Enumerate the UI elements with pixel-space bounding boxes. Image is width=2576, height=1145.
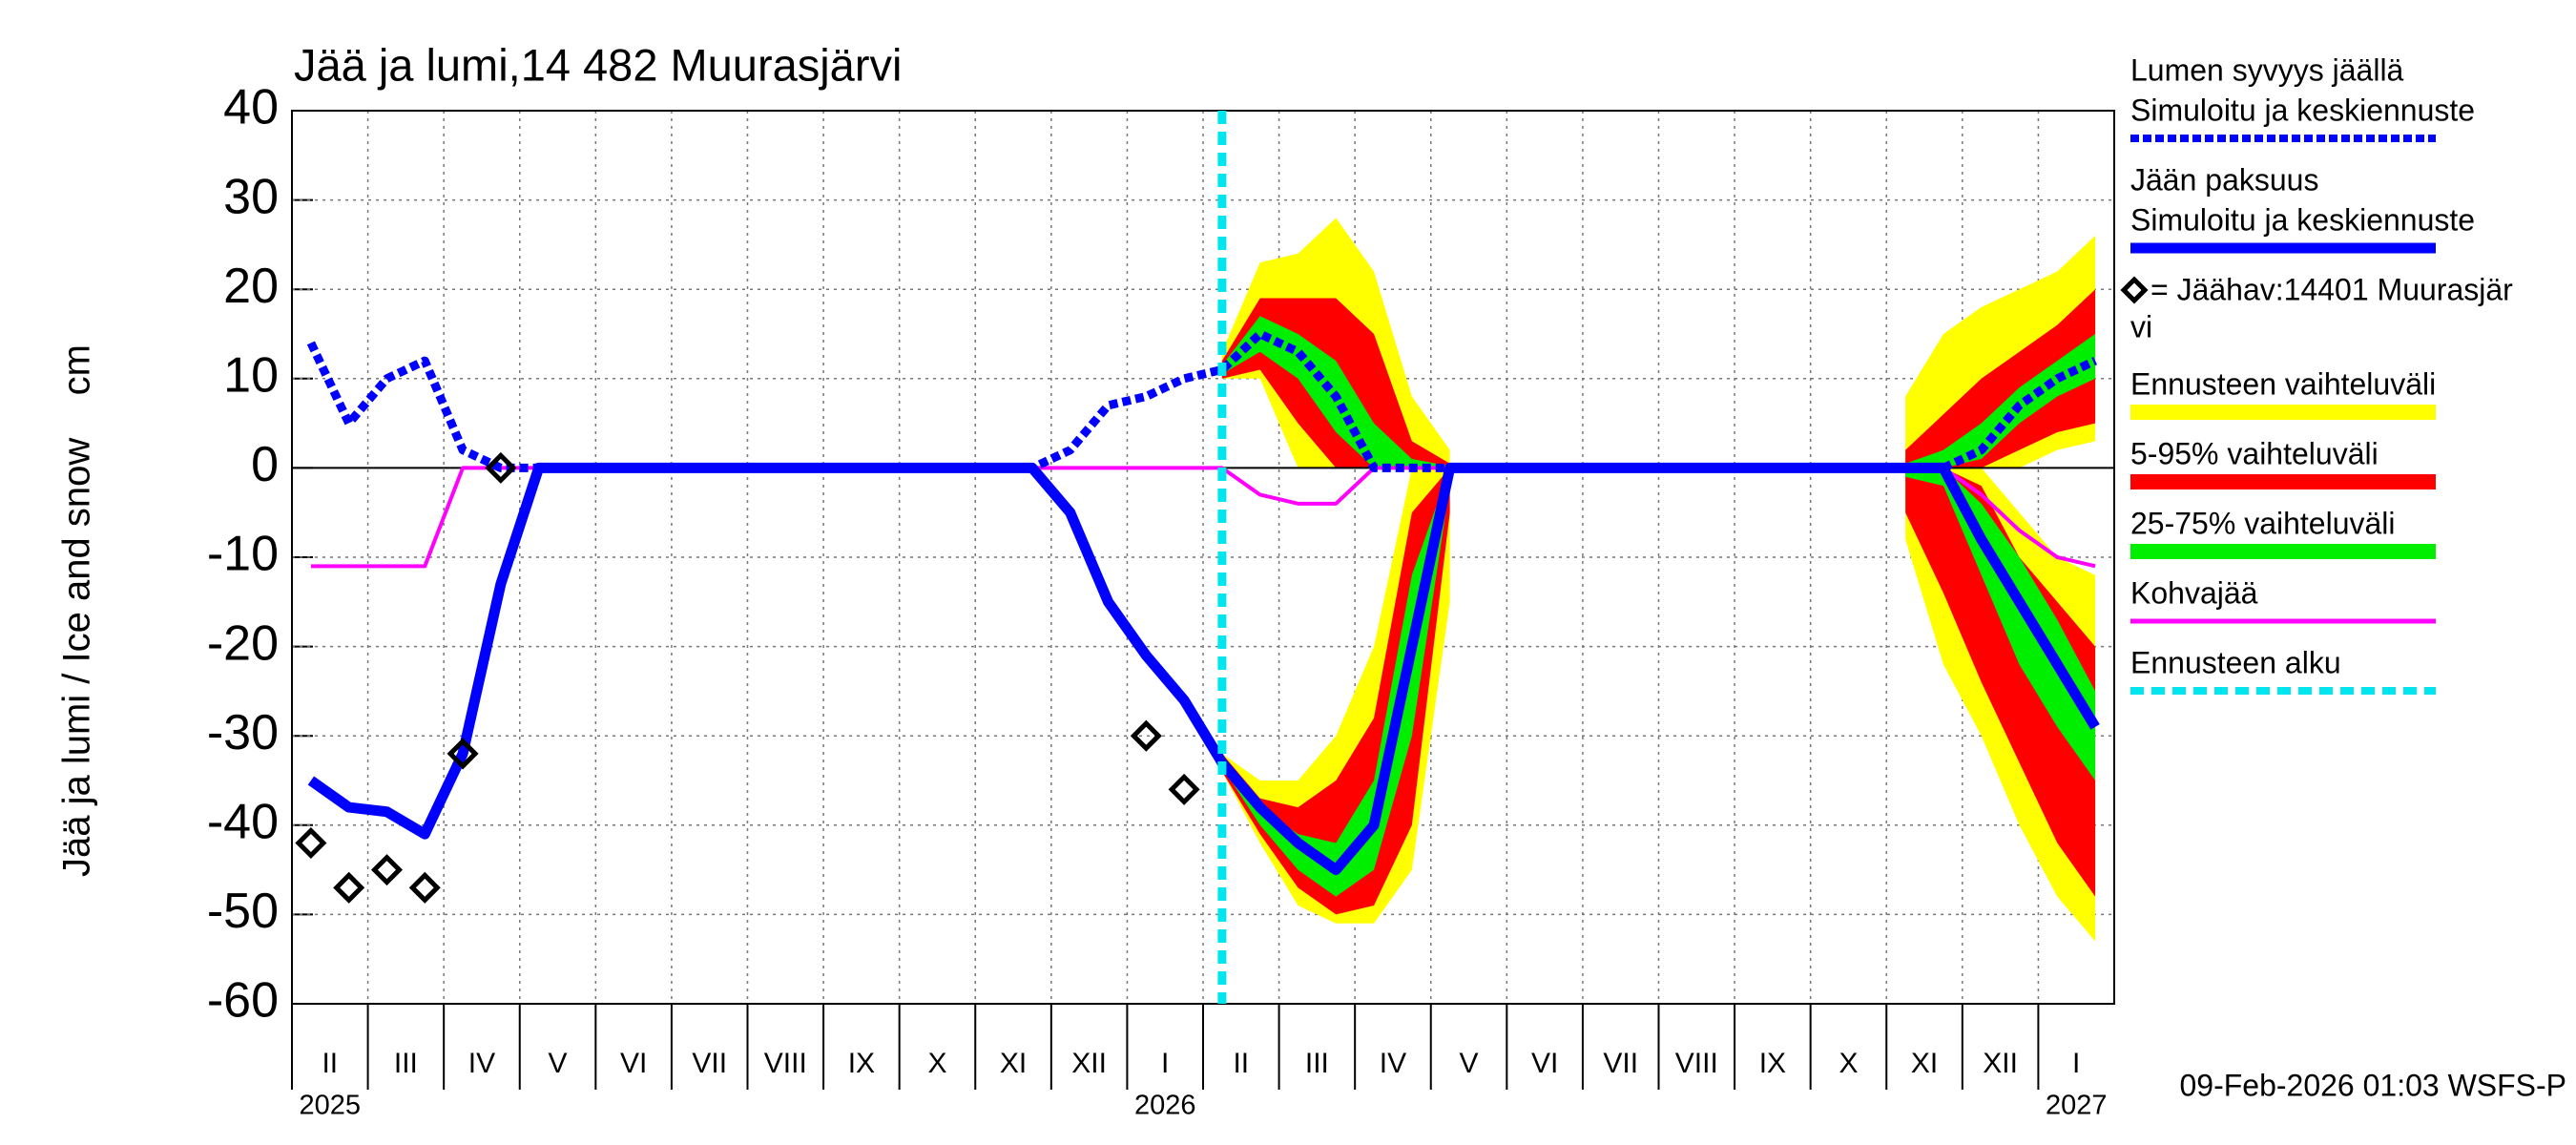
legend-label: = Jäähav:14401 Muurasjär [2150, 272, 2513, 306]
x-tick-label: III [394, 1048, 418, 1079]
x-tick-label: IX [1759, 1048, 1786, 1079]
x-tick-label: V [1460, 1048, 1479, 1079]
y-tick-label: 40 [223, 80, 279, 135]
band-area [1905, 468, 2096, 897]
chart-title: Jää ja lumi,14 482 Muurasjärvi [294, 39, 902, 90]
x-tick-label: IV [468, 1048, 495, 1079]
year-label: 2027 [2046, 1091, 2108, 1121]
legend-label: Lumen syvyys jäällä [2130, 52, 2404, 87]
x-tick-label: IX [848, 1048, 875, 1079]
band-area [1905, 468, 2096, 781]
legend-label: Jään paksuus [2130, 162, 2318, 197]
band-area [1221, 468, 1450, 915]
y-tick-label: 20 [223, 259, 279, 314]
x-tick-label: III [1305, 1048, 1329, 1079]
footer: 09-Feb-2026 01:03 WSFS-P [2179, 1068, 2566, 1102]
x-tick-label: I [1161, 1048, 1169, 1079]
x-tick-label: VII [1603, 1048, 1638, 1079]
legend-label: vi [2130, 309, 2152, 344]
legend-swatch [2130, 405, 2436, 420]
year-label: 2025 [300, 1091, 362, 1121]
observation-marker [485, 451, 517, 484]
x-tick-label: II [1233, 1048, 1249, 1079]
y-axis-label: Jää ja lumi / Ice and snow cm [56, 344, 98, 877]
x-tick-label: I [2072, 1048, 2080, 1079]
y-tick-label: 30 [223, 169, 279, 224]
observation-marker [295, 826, 327, 860]
y-tick-label: -10 [207, 527, 279, 582]
legend-swatch [2130, 544, 2436, 559]
observation-marker [408, 871, 441, 904]
observation-marker [447, 738, 479, 770]
legend-label: Ennusteen vaihteluväli [2130, 366, 2436, 401]
band-area [1905, 289, 2096, 468]
x-tick-label: IV [1380, 1048, 1406, 1079]
x-tick-label: VIII [1675, 1048, 1718, 1079]
y-tick-label: -50 [207, 884, 279, 939]
band-area [1905, 334, 2096, 468]
legend-swatch [2130, 474, 2436, 489]
legend-label: 25-75% vaihteluväli [2130, 506, 2396, 540]
x-tick-label: X [927, 1048, 946, 1079]
x-tick-label: VI [620, 1048, 647, 1079]
legend-marker [2120, 276, 2149, 304]
observation-marker [1168, 773, 1200, 805]
y-tick-label: 0 [251, 437, 279, 492]
x-tick-label: X [1839, 1048, 1858, 1079]
legend-label: Simuloitu ja keskiennuste [2130, 93, 2475, 127]
legend-label: Simuloitu ja keskiennuste [2130, 202, 2475, 237]
year-label: 2026 [1134, 1091, 1196, 1121]
y-tick-label: -30 [207, 705, 279, 760]
y-tick-label: -20 [207, 615, 279, 671]
legend-label: Kohvajää [2130, 575, 2258, 610]
x-tick-label: VI [1531, 1048, 1558, 1079]
y-tick-label: 10 [223, 348, 279, 404]
x-tick-label: VII [692, 1048, 727, 1079]
x-tick-label: XI [1911, 1048, 1938, 1079]
legend-label: Ennusteen alku [2130, 645, 2341, 679]
observation-marker [333, 871, 365, 904]
observation-marker [1130, 719, 1162, 752]
plot-frame [291, 110, 2115, 1005]
x-tick-label: XII [1071, 1048, 1107, 1079]
y-tick-label: -60 [207, 973, 279, 1029]
y-tick-label: -40 [207, 795, 279, 850]
observation-marker [370, 854, 404, 886]
x-tick-label: XII [1983, 1048, 2018, 1079]
band-area [1221, 468, 1450, 897]
x-tick-label: XI [1000, 1048, 1027, 1079]
legend-label: 5-95% vaihteluväli [2130, 436, 2379, 470]
x-tick-label: II [322, 1048, 338, 1079]
x-tick-label: V [549, 1048, 568, 1079]
series-line [307, 462, 2100, 876]
x-tick-label: VIII [764, 1048, 807, 1079]
